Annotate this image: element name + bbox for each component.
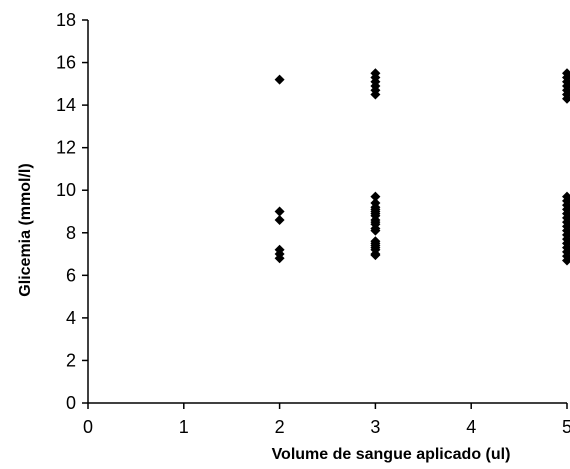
data-point [370,238,381,249]
y-tick-label: 4 [66,308,76,328]
y-axis-title: Glicemia (mmol/l) [17,163,34,296]
data-point [274,206,285,217]
x-tick-label: 2 [275,417,285,437]
y-tick-label: 10 [56,180,76,200]
y-tick-label: 6 [66,265,76,285]
y-tick-label: 18 [56,10,76,30]
y-tick-label: 14 [56,95,76,115]
y-tick-label: 8 [66,223,76,243]
x-tick-label: 0 [83,417,93,437]
data-point [274,74,285,85]
data-point [370,217,381,228]
data-point [370,89,381,100]
y-tick-label: 12 [56,138,76,158]
x-tick-label: 3 [370,417,380,437]
data-point [370,191,381,202]
data-point [562,93,570,104]
x-tick-label: 1 [179,417,189,437]
y-tick-label: 2 [66,350,76,370]
data-point [370,250,381,261]
data-point [562,255,570,266]
data-point [370,204,381,215]
y-tick-label: 16 [56,53,76,73]
x-tick-label: 5 [562,417,570,437]
data-point [370,225,381,236]
x-axis-title: Volume de sangue aplicado (ul) [272,446,511,463]
x-axis-ticks: 0 1 2 3 4 5 [83,403,570,437]
data-point [274,253,285,264]
x-tick-label: 4 [466,417,476,437]
data-points [274,68,570,266]
data-point [274,215,285,226]
y-tick-label: 0 [66,393,76,413]
y-axis-ticks: 0 2 4 6 8 10 12 14 16 18 [56,10,88,413]
